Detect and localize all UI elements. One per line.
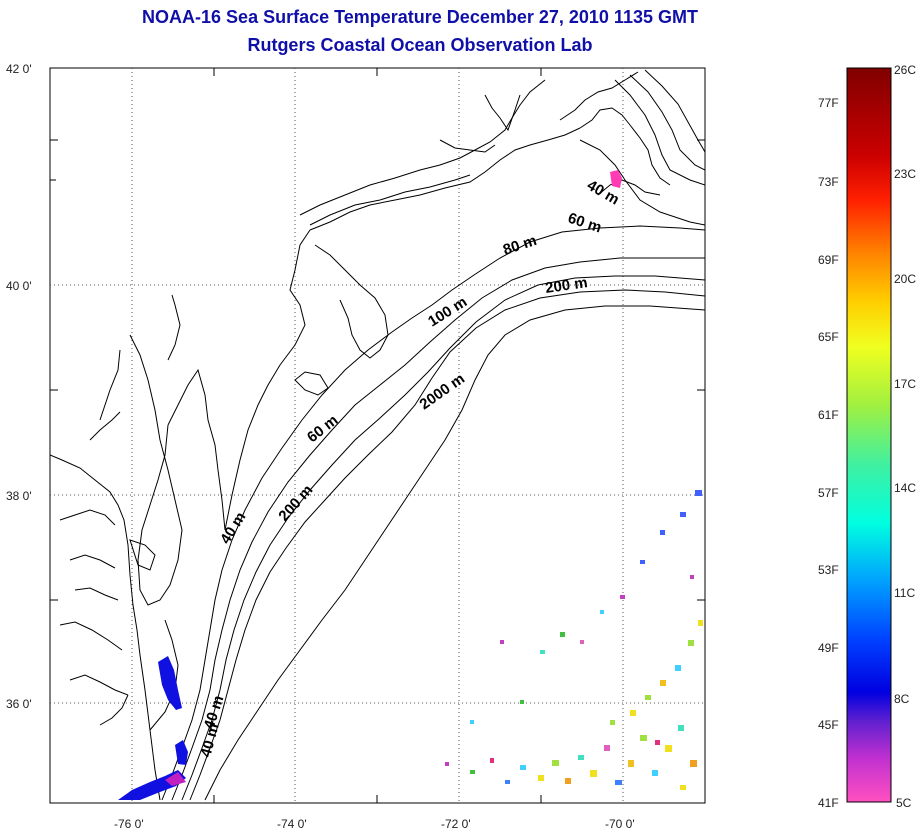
map-tick-marks bbox=[50, 68, 705, 803]
fahrenheit-label: 49F bbox=[818, 641, 839, 655]
lat-tick-label: 36 0' bbox=[6, 697, 32, 711]
celsius-label: 20C bbox=[894, 272, 916, 286]
fahrenheit-label: 69F bbox=[818, 253, 839, 267]
celsius-label: 11C bbox=[894, 586, 915, 600]
fahrenheit-label: 41F bbox=[818, 796, 839, 810]
celsius-label: 26C bbox=[894, 63, 916, 77]
celsius-label: 23C bbox=[894, 167, 916, 181]
lat-tick-label: 42 0' bbox=[6, 62, 32, 76]
contour-label: 200 m bbox=[544, 274, 588, 297]
fahrenheit-label: 61F bbox=[818, 408, 839, 422]
fahrenheit-label: 65F bbox=[818, 330, 839, 344]
map-gridlines bbox=[50, 68, 705, 803]
chart-subtitle: Rutgers Coastal Ocean Observation Lab bbox=[247, 35, 593, 55]
noisy-sst-pixels bbox=[445, 490, 703, 790]
celsius-label: 17C bbox=[894, 377, 916, 391]
map-frame bbox=[49, 67, 706, 804]
colorbar-gradient bbox=[846, 67, 892, 803]
cold-water-patch bbox=[175, 740, 188, 765]
fahrenheit-label: 77F bbox=[818, 96, 839, 110]
lon-tick-label: -70 0' bbox=[605, 817, 635, 831]
fahrenheit-label: 57F bbox=[818, 486, 839, 500]
lat-tick-label: 40 0' bbox=[6, 279, 32, 293]
colorbar-fahrenheit-labels: 77F 73F 69F 65F 61F 57F 53F 49F 45F 41F bbox=[818, 96, 839, 810]
fahrenheit-label: 53F bbox=[818, 563, 839, 577]
coastline bbox=[50, 71, 671, 801]
lon-tick-label: -76 0' bbox=[114, 817, 144, 831]
bathymetry-contours bbox=[161, 69, 705, 801]
fahrenheit-label: 45F bbox=[818, 718, 839, 732]
celsius-label: 8C bbox=[894, 692, 910, 706]
cold-water-patch bbox=[158, 656, 182, 710]
celsius-label: 14C bbox=[894, 481, 916, 495]
warm-patch bbox=[610, 170, 622, 188]
chart-title: NOAA-16 Sea Surface Temperature December… bbox=[142, 7, 698, 27]
lon-tick-label: -72 0' bbox=[441, 817, 471, 831]
lon-tick-labels: -76 0' -74 0' -72 0' -70 0' bbox=[114, 817, 635, 831]
cold-water-patch bbox=[165, 772, 186, 786]
lon-tick-label: -74 0' bbox=[277, 817, 307, 831]
fahrenheit-label: 73F bbox=[818, 175, 839, 189]
cold-water-patch bbox=[118, 770, 186, 800]
lat-tick-labels: 42 0' 40 0' 38 0' 36 0' bbox=[6, 62, 32, 711]
lat-tick-label: 38 0' bbox=[6, 489, 32, 503]
celsius-label: 5C bbox=[896, 796, 912, 810]
colorbar-celsius-labels: 26C 23C 20C 17C 14C 11C 8C 5C bbox=[894, 63, 916, 810]
sst-data-patches bbox=[118, 170, 703, 800]
sst-map: 40 m 60 m 80 m 200 m 100 m 2000 m 60 m 4… bbox=[6, 62, 706, 831]
colorbar: 26C 23C 20C 17C 14C 11C 8C 5C 77F 73F 69… bbox=[818, 63, 916, 810]
